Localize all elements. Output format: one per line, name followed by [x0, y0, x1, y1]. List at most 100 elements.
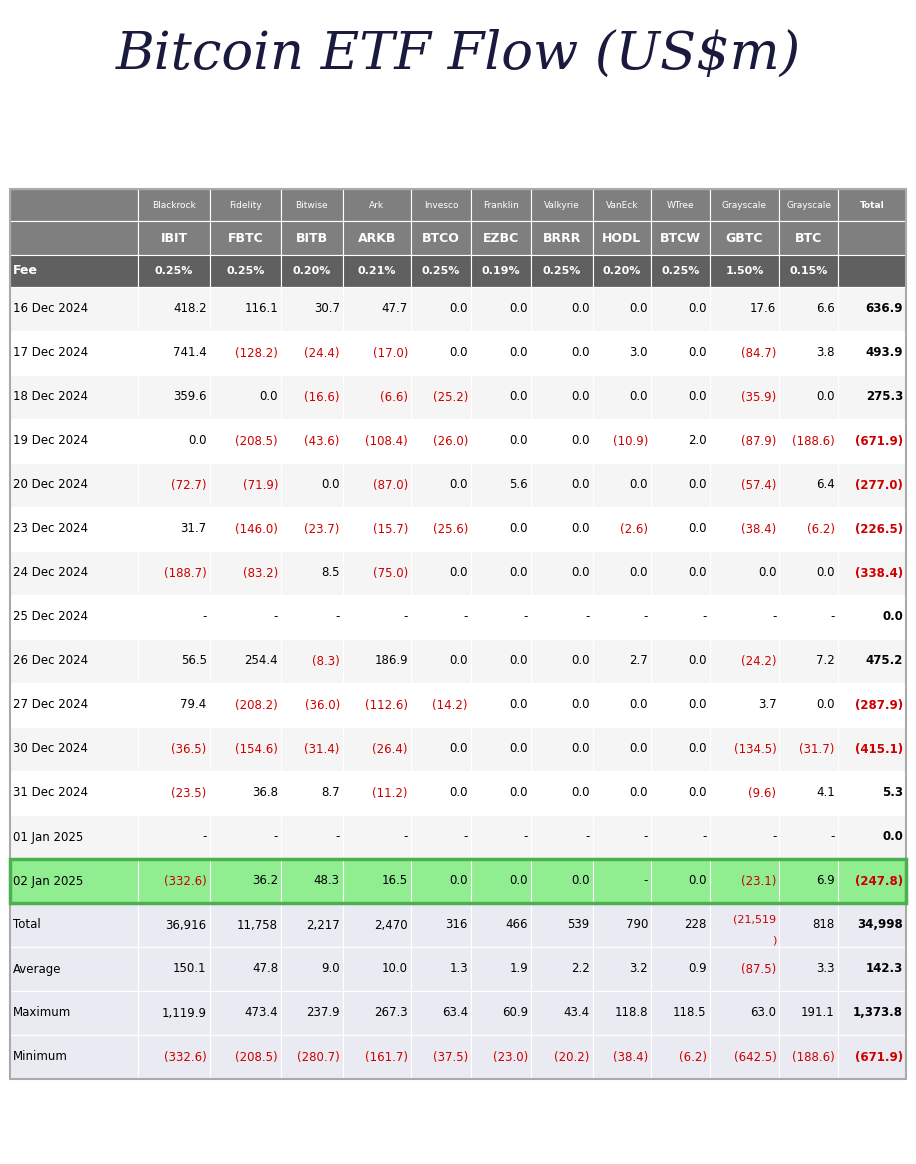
Bar [138, 771, 210, 815]
Text: 56.5: 56.5 [180, 654, 207, 667]
Bar [710, 991, 780, 1035]
Text: BTC: BTC [795, 232, 823, 244]
Bar [210, 375, 281, 419]
Bar [780, 331, 838, 375]
Text: (24.2): (24.2) [741, 654, 777, 667]
Bar [651, 991, 710, 1035]
Bar [10, 375, 138, 419]
Text: (161.7): (161.7) [365, 1050, 408, 1064]
Text: 275.3: 275.3 [866, 390, 903, 404]
Text: (23.5): (23.5) [171, 787, 207, 800]
Text: 0.0: 0.0 [450, 874, 468, 887]
Bar [780, 815, 838, 859]
Text: 1.9: 1.9 [509, 963, 528, 975]
Text: 6.4: 6.4 [816, 478, 834, 491]
Text: (24.4): (24.4) [304, 347, 340, 360]
Bar [210, 255, 281, 288]
Text: 10.0: 10.0 [382, 963, 408, 975]
Text: (23.0): (23.0) [493, 1050, 528, 1064]
Bar [838, 331, 906, 375]
Bar [138, 375, 210, 419]
Bar [138, 508, 210, 551]
Text: 0.0: 0.0 [188, 434, 207, 447]
Bar [780, 221, 838, 255]
Bar [593, 639, 651, 683]
Bar [710, 815, 780, 859]
Bar [780, 288, 838, 331]
Bar [411, 771, 471, 815]
Text: 0.0: 0.0 [572, 303, 590, 315]
Bar [838, 375, 906, 419]
Bar [651, 728, 710, 771]
Text: (247.8): (247.8) [855, 874, 903, 887]
Text: (108.4): (108.4) [365, 434, 408, 447]
Text: 0.0: 0.0 [572, 478, 590, 491]
Text: 2.2: 2.2 [571, 963, 590, 975]
Text: 30 Dec 2024: 30 Dec 2024 [13, 743, 88, 755]
Text: -: - [703, 610, 706, 624]
Bar [210, 221, 281, 255]
Bar [838, 771, 906, 815]
Bar [780, 1035, 838, 1079]
Bar [471, 375, 531, 419]
Text: BTCW: BTCW [660, 232, 701, 244]
Bar [210, 463, 281, 508]
Bar [593, 859, 651, 903]
Text: WTree: WTree [667, 200, 694, 210]
Bar [138, 419, 210, 463]
Bar [281, 375, 343, 419]
Text: 0.0: 0.0 [629, 303, 649, 315]
Text: (112.6): (112.6) [365, 698, 408, 711]
Text: 0.25%: 0.25% [421, 267, 460, 276]
Text: -: - [524, 610, 528, 624]
Bar [593, 903, 651, 947]
Bar [210, 331, 281, 375]
Text: 3.8: 3.8 [816, 347, 834, 360]
Bar [281, 771, 343, 815]
Text: 0.0: 0.0 [629, 567, 649, 580]
Bar [531, 288, 593, 331]
Text: 0.25%: 0.25% [155, 267, 193, 276]
Bar [10, 508, 138, 551]
Text: 359.6: 359.6 [173, 390, 207, 404]
Bar [710, 288, 780, 331]
Bar [651, 375, 710, 419]
Text: (208.2): (208.2) [235, 698, 278, 711]
Bar [531, 595, 593, 639]
Text: 25 Dec 2024: 25 Dec 2024 [13, 610, 88, 624]
Bar [281, 419, 343, 463]
Text: BTCO: BTCO [422, 232, 460, 244]
Text: -: - [585, 830, 590, 844]
Bar [210, 639, 281, 683]
Bar [411, 463, 471, 508]
Bar [471, 288, 531, 331]
Bar [343, 221, 411, 255]
Bar [838, 947, 906, 991]
Bar [593, 288, 651, 331]
Text: 186.9: 186.9 [375, 654, 408, 667]
Text: -: - [274, 830, 278, 844]
Bar [138, 815, 210, 859]
Bar [343, 288, 411, 331]
Text: 6.9: 6.9 [816, 874, 834, 887]
Bar [710, 551, 780, 595]
Bar [343, 815, 411, 859]
Text: 02 Jan 2025: 02 Jan 2025 [13, 874, 83, 887]
Bar [710, 375, 780, 419]
Text: (188.6): (188.6) [792, 434, 834, 447]
Text: 0.20%: 0.20% [293, 267, 331, 276]
Text: -: - [831, 830, 834, 844]
Text: 0.0: 0.0 [629, 743, 649, 755]
Bar [710, 947, 780, 991]
Bar [593, 595, 651, 639]
Text: 3.3: 3.3 [816, 963, 834, 975]
Bar [138, 991, 210, 1035]
Text: 790: 790 [626, 918, 649, 931]
Bar [593, 419, 651, 463]
Text: -: - [585, 610, 590, 624]
Text: 0.0: 0.0 [572, 743, 590, 755]
Bar [10, 288, 138, 331]
Bar [138, 255, 210, 288]
Text: Total: Total [13, 918, 40, 931]
Bar [471, 771, 531, 815]
